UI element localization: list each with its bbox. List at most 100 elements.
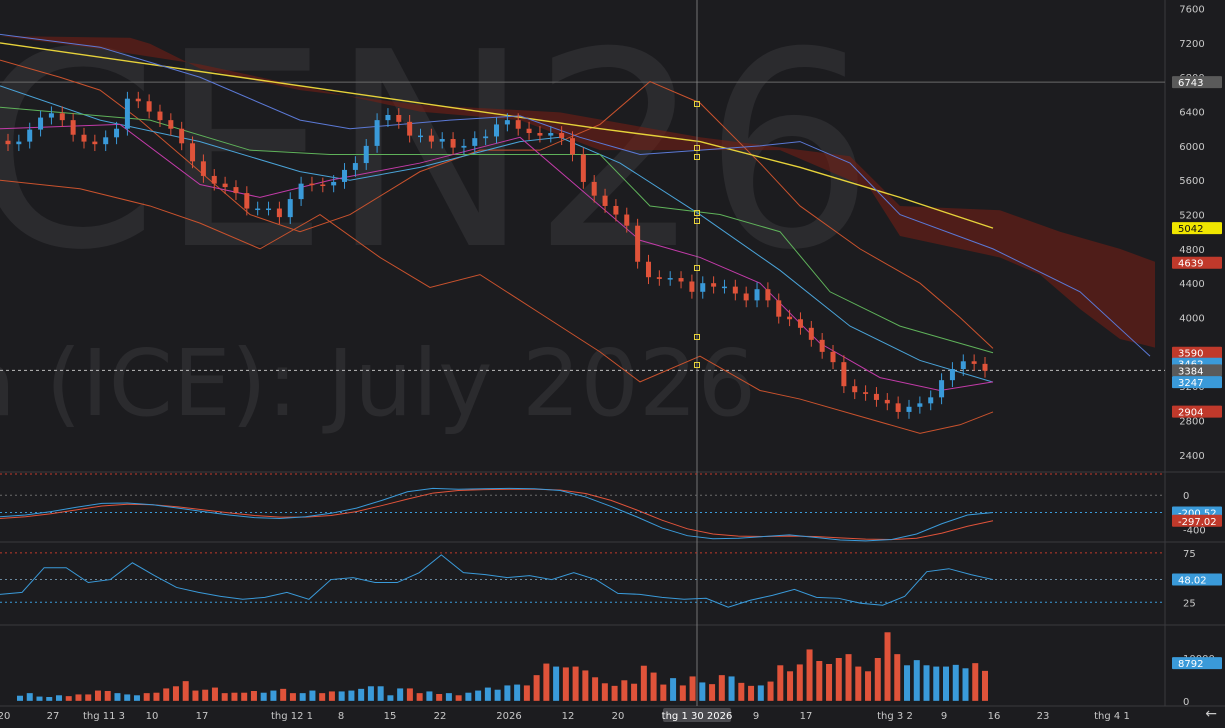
volume-bar bbox=[280, 688, 287, 701]
volume-bar bbox=[670, 678, 677, 701]
crosshair-date-label: thg 1 30 2026 bbox=[662, 711, 733, 722]
price-tick-label: 2800 bbox=[1179, 417, 1204, 428]
volume-bar bbox=[465, 692, 472, 701]
crosshair-marker bbox=[694, 334, 700, 340]
rsi-tick-label: 75 bbox=[1183, 549, 1196, 560]
arrow-left-icon[interactable]: ← bbox=[1205, 706, 1217, 722]
value-badge-label: 3590 bbox=[1178, 349, 1203, 360]
candle-body bbox=[700, 283, 706, 292]
candle-body bbox=[537, 133, 543, 136]
x-tick-label: 23 bbox=[1037, 711, 1050, 722]
candle-body bbox=[124, 98, 130, 129]
volume-bar bbox=[406, 688, 413, 701]
value-badge bbox=[1172, 573, 1222, 586]
value-badge bbox=[1172, 405, 1222, 418]
volume-bar bbox=[748, 685, 755, 701]
candle-body bbox=[787, 316, 793, 320]
volume-bar bbox=[65, 696, 72, 701]
candle-body bbox=[884, 399, 890, 404]
moving-average-slow bbox=[0, 42, 994, 229]
candle-body bbox=[939, 380, 945, 398]
x-tick-label: 16 bbox=[988, 711, 1001, 722]
candle-body bbox=[472, 138, 478, 146]
volume-bar bbox=[514, 684, 521, 701]
price-tick-label: 6000 bbox=[1179, 142, 1204, 153]
candle-body bbox=[363, 145, 369, 164]
price-tick-label: 5200 bbox=[1179, 211, 1204, 222]
candle-body bbox=[396, 114, 402, 122]
volume-bar bbox=[952, 664, 959, 701]
volume-bar bbox=[611, 685, 618, 701]
volume-bar bbox=[55, 695, 62, 701]
volume-bar bbox=[182, 681, 189, 701]
price-tick-label: 7200 bbox=[1179, 39, 1204, 50]
crosshair-marker bbox=[694, 145, 700, 151]
candle-body bbox=[548, 133, 554, 136]
value-badge-label: 4639 bbox=[1178, 259, 1203, 270]
candle-body bbox=[873, 393, 879, 400]
x-tick-label: 22 bbox=[434, 711, 447, 722]
crosshair-marker bbox=[694, 101, 700, 107]
candle-body bbox=[580, 154, 586, 182]
volume-bar bbox=[943, 666, 950, 701]
candle-body bbox=[906, 406, 912, 412]
volume-bar bbox=[796, 664, 803, 701]
x-tick-label: thg 11 3 bbox=[83, 711, 125, 722]
volume-bar bbox=[221, 693, 228, 701]
candle-body bbox=[5, 140, 11, 145]
volume-bar bbox=[562, 667, 569, 701]
value-badge-label: 5042 bbox=[1178, 224, 1203, 235]
candle-body bbox=[526, 128, 532, 134]
volume-bar bbox=[835, 658, 842, 701]
candle-body bbox=[776, 300, 782, 317]
volume-bar bbox=[689, 676, 696, 701]
candle-body bbox=[222, 183, 228, 188]
value-badge-label: 8792 bbox=[1178, 659, 1203, 670]
candle-body bbox=[385, 114, 391, 121]
volume-bar bbox=[855, 666, 862, 701]
volume-bar bbox=[806, 649, 813, 701]
candle-body bbox=[59, 113, 65, 121]
volume-bar bbox=[884, 632, 891, 701]
candle-body bbox=[711, 283, 717, 287]
volume-bar bbox=[367, 686, 374, 701]
volume-bar bbox=[913, 660, 920, 701]
candle-body bbox=[179, 128, 185, 144]
moving-average-short bbox=[0, 123, 994, 391]
candle-body bbox=[428, 135, 434, 142]
volume-bar bbox=[299, 693, 306, 701]
candle-body bbox=[266, 208, 272, 211]
price-tick-label: 4400 bbox=[1179, 279, 1204, 290]
candle-body bbox=[48, 113, 54, 118]
value-badge-label: 48.02 bbox=[1178, 576, 1207, 587]
candle-body bbox=[678, 278, 684, 282]
value-badge-label: 3247 bbox=[1178, 378, 1203, 389]
x-tick-label: 20 bbox=[0, 711, 10, 722]
value-badge bbox=[1172, 76, 1222, 89]
volume-bar bbox=[865, 671, 872, 701]
volume-bar bbox=[270, 690, 277, 701]
value-badge-label: 2904 bbox=[1178, 408, 1203, 419]
volume-bar bbox=[455, 695, 462, 701]
candle-body bbox=[494, 124, 499, 137]
candle-body bbox=[92, 141, 98, 145]
crosshair-marker bbox=[694, 154, 700, 160]
volume-bar bbox=[582, 670, 589, 701]
candle-body bbox=[211, 175, 217, 184]
volume-bar bbox=[523, 685, 530, 701]
candle-body bbox=[559, 133, 565, 139]
candle-body bbox=[721, 286, 727, 289]
volume-bar bbox=[543, 663, 550, 701]
value-badge-label: -200.52 bbox=[1178, 508, 1217, 519]
candle-body bbox=[949, 369, 955, 381]
volume-bar bbox=[260, 692, 267, 701]
volume-bar bbox=[328, 691, 335, 701]
candle-body bbox=[624, 214, 630, 226]
value-badge bbox=[1172, 657, 1222, 670]
candle-body bbox=[233, 187, 239, 194]
candle-body bbox=[613, 205, 619, 215]
volume-bar bbox=[143, 693, 150, 701]
value-badge-label: -297.02 bbox=[1178, 517, 1217, 528]
volume-bar bbox=[728, 676, 735, 701]
